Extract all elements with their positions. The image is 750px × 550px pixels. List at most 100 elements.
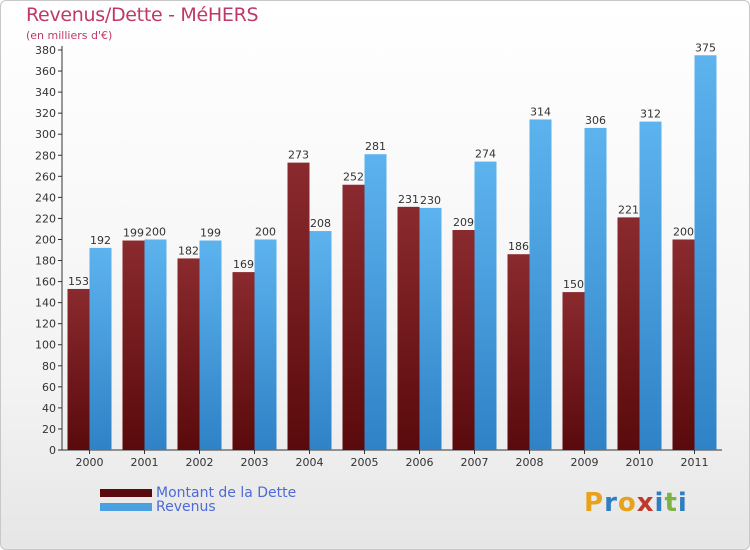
legend: Montant de la Dette Revenus — [100, 485, 297, 515]
x-tick-label: 2008 — [516, 456, 544, 469]
debt-bar — [397, 206, 420, 450]
y-tick-label: 300 — [35, 128, 56, 141]
chart-subtitle: (en milliers d'€) — [26, 29, 113, 42]
revenue-bar-label: 312 — [640, 108, 661, 121]
x-tick-label: 2001 — [131, 456, 159, 469]
debt-bar — [562, 292, 585, 450]
revenue-bar-label: 199 — [200, 227, 221, 240]
y-tick-label: 140 — [35, 297, 56, 310]
debt-bar-label: 200 — [673, 225, 694, 238]
y-tick-label: 80 — [42, 360, 56, 373]
debt-bar-label: 221 — [618, 203, 639, 216]
debt-bar — [507, 254, 530, 450]
y-tick-label: 320 — [35, 107, 56, 120]
x-tick-label: 2003 — [241, 456, 269, 469]
proxiti-logo: Proxiti — [584, 488, 688, 518]
x-tick-label: 2007 — [461, 456, 489, 469]
y-tick-label: 20 — [42, 423, 56, 436]
x-tick-label: 2004 — [296, 456, 324, 469]
revenue-bar-label: 281 — [365, 140, 386, 153]
revenue-bar — [144, 239, 167, 450]
debt-bar-label: 150 — [563, 278, 584, 291]
revenue-bar — [309, 231, 332, 450]
debt-bar-label: 153 — [68, 275, 89, 288]
chart-title: Revenus/Dette - MéHERS — [26, 4, 259, 26]
revenue-bar — [364, 154, 387, 451]
revenue-bar-label: 192 — [90, 234, 111, 247]
axes: 0 20 40 60 80 100 120 140 160 180 200 220 240 260 280 3… — [35, 44, 722, 469]
x-tick-label: 2000 — [76, 456, 104, 469]
legend-swatch-debt — [100, 489, 152, 497]
y-tick-label: 40 — [42, 402, 56, 415]
revenue-bar — [199, 240, 222, 450]
debt-bar — [617, 217, 640, 450]
y-tick-label: 120 — [35, 318, 56, 331]
debt-bar — [342, 184, 365, 450]
y-tick-label: 360 — [35, 65, 56, 78]
debt-bar — [122, 240, 145, 450]
y-tick-label: 100 — [35, 339, 56, 352]
debt-bar — [232, 272, 255, 450]
debt-bar — [177, 258, 200, 450]
debt-bar-label: 231 — [398, 193, 419, 206]
y-tick-label: 260 — [35, 170, 56, 183]
revenue-bar-label: 208 — [310, 217, 331, 230]
y-tick-label: 60 — [42, 381, 56, 394]
x-tick-label: 2002 — [186, 456, 214, 469]
legend-label-revenue: Revenus — [156, 499, 216, 515]
logo-letter: i — [654, 488, 665, 518]
logo-letter: t — [664, 488, 678, 518]
revenue-bar — [254, 239, 277, 450]
debt-bar-label: 252 — [343, 171, 364, 184]
y-tick-label: 380 — [35, 44, 56, 57]
revenue-bar-label: 314 — [530, 105, 551, 118]
debt-bar — [67, 288, 90, 450]
x-tick-label: 2006 — [406, 456, 434, 469]
logo-letter: x — [636, 488, 655, 518]
revenue-bar — [639, 121, 662, 450]
legend-item-debt: Montant de la Dette — [100, 485, 297, 501]
revenue-bar — [474, 161, 497, 450]
x-tick-label: 2005 — [351, 456, 379, 469]
debt-bar-label: 182 — [178, 244, 199, 257]
debt-bar-label: 186 — [508, 240, 529, 253]
revenue-bar — [694, 55, 717, 451]
y-tick-label: 340 — [35, 86, 56, 99]
y-tick-label: 200 — [35, 233, 56, 246]
debt-bar — [672, 239, 695, 450]
revenue-bar-label: 230 — [420, 194, 441, 207]
x-tick-label: 2009 — [571, 456, 599, 469]
y-tick-label: 220 — [35, 212, 56, 225]
logo-letter: o — [617, 488, 637, 518]
debt-bar-label: 199 — [123, 227, 144, 240]
x-tick-label: 2011 — [681, 456, 709, 469]
revenue-bar-label: 375 — [695, 41, 716, 54]
revenue-bar — [584, 127, 607, 450]
debt-bar — [452, 230, 475, 450]
revenue-bar-label: 306 — [585, 114, 606, 127]
revenue-bar — [89, 247, 112, 450]
legend-item-revenue: Revenus — [100, 499, 296, 515]
revenue-bar — [529, 119, 552, 450]
debt-bar — [287, 162, 310, 450]
logo-letter: i — [677, 488, 688, 518]
debt-bar-label: 169 — [233, 258, 254, 271]
y-tick-label: 280 — [35, 149, 56, 162]
legend-swatch-revenue — [100, 503, 152, 511]
logo-letter: P — [584, 488, 605, 518]
y-tick-label: 0 — [49, 444, 56, 457]
revenue-bar-label: 200 — [145, 225, 166, 238]
y-tick-label: 180 — [35, 255, 56, 268]
revenue-bar-label: 274 — [475, 148, 496, 161]
debt-bar-label: 273 — [288, 149, 309, 162]
x-tick-label: 2010 — [626, 456, 654, 469]
y-tick-label: 240 — [35, 191, 56, 204]
debt-bar-label: 209 — [453, 216, 474, 229]
revenue-bar — [419, 207, 442, 450]
logo-letter: r — [604, 488, 618, 518]
legend-label-debt: Montant de la Dette — [156, 485, 297, 501]
y-tick-label: 160 — [35, 276, 56, 289]
bars — [67, 55, 717, 451]
